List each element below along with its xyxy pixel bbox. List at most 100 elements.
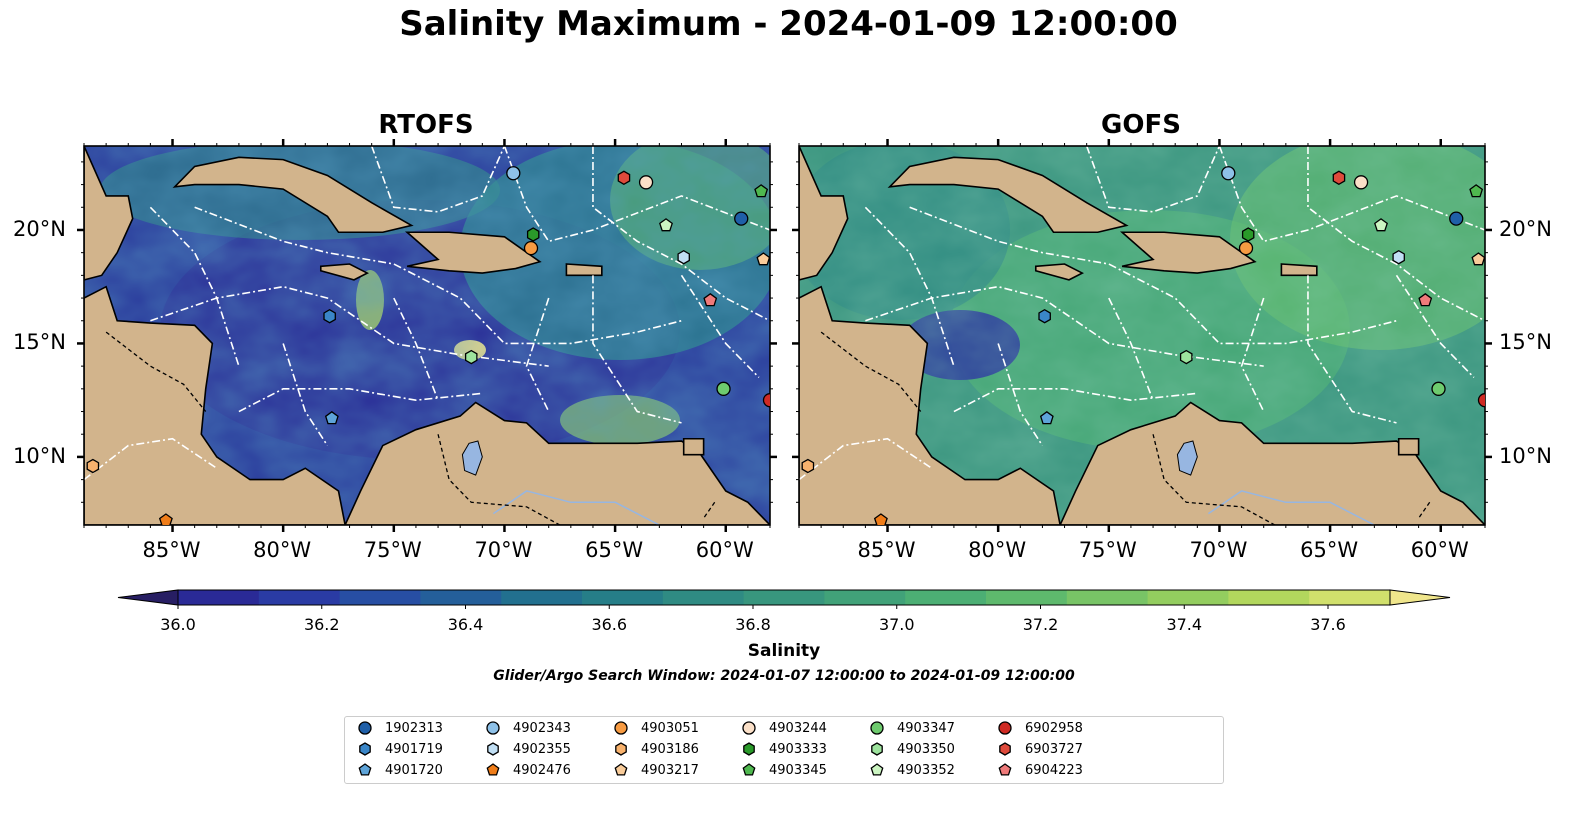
legend-item: 6903727 bbox=[997, 741, 1083, 757]
float-marker-4903350 bbox=[464, 349, 478, 365]
legend-label: 4901720 bbox=[385, 762, 443, 778]
hexagon-marker-icon bbox=[359, 742, 371, 756]
float-marker-4903217 bbox=[756, 252, 770, 266]
circle-marker-icon bbox=[998, 721, 1012, 735]
lat-tick-label: 10°N bbox=[13, 443, 66, 468]
float-marker-6904223 bbox=[703, 292, 718, 307]
lat-tick-label: 10°N bbox=[1499, 443, 1552, 468]
legend-label: 6903727 bbox=[1025, 741, 1083, 757]
colorbar-segment bbox=[1147, 590, 1229, 605]
pentagon-marker-icon bbox=[486, 763, 500, 776]
float-marker-4902355 bbox=[677, 249, 690, 265]
colorbar-tick-label: 37.4 bbox=[1166, 615, 1203, 634]
legend-marker-4903352 bbox=[870, 763, 884, 776]
lon-tick-label: 60°W bbox=[1410, 538, 1469, 562]
legend-item: 4903244 bbox=[741, 720, 827, 736]
circle-marker-icon bbox=[358, 721, 372, 735]
legend-marker-6902958 bbox=[998, 721, 1012, 735]
colorbar-tick-label: 36.6 bbox=[591, 615, 628, 634]
float-marker-4903217 bbox=[1471, 252, 1485, 266]
figure-title: Salinity Maximum - 2024-01-09 12:00:00 bbox=[399, 4, 1178, 44]
lon-tick-label: 60°W bbox=[695, 538, 754, 562]
legend-marker-4902343 bbox=[486, 721, 500, 735]
hexagon-marker-icon bbox=[615, 742, 627, 756]
lat-tick-label: 15°N bbox=[1499, 330, 1552, 355]
legend-item: 4903345 bbox=[741, 762, 827, 778]
lon-tick-label: 85°W bbox=[857, 538, 916, 562]
gofs-map bbox=[799, 146, 1485, 525]
lon-tick-label: 65°W bbox=[1300, 538, 1359, 562]
colorbar-tick-label: 36.0 bbox=[160, 615, 196, 634]
float-marker-4903347 bbox=[1431, 381, 1446, 396]
legend-marker-1902313 bbox=[358, 721, 372, 735]
float-marker-4903244 bbox=[638, 175, 654, 190]
circle-marker-icon bbox=[486, 721, 500, 735]
legend-label: 6902958 bbox=[1025, 720, 1083, 736]
hexagon-marker-icon bbox=[487, 742, 499, 756]
float-marker-4901719 bbox=[323, 308, 336, 324]
colorbar-tick-label: 36.2 bbox=[303, 615, 340, 634]
legend-marker-4903345 bbox=[742, 763, 756, 776]
float-marker-4902476 bbox=[873, 513, 888, 525]
legend-label: 4903350 bbox=[897, 741, 955, 757]
legend-item: 4903350 bbox=[869, 741, 955, 757]
legend-item: 4903333 bbox=[741, 741, 827, 757]
legend-label: 4903217 bbox=[641, 762, 699, 778]
float-marker-4903352 bbox=[1374, 218, 1388, 232]
hexagon-marker-icon bbox=[743, 742, 755, 756]
colorbar-segment bbox=[1066, 590, 1149, 605]
colorbar-segment bbox=[986, 590, 1068, 605]
colorbar-tick-label: 37.2 bbox=[1022, 615, 1059, 634]
pentagon-marker-icon bbox=[614, 763, 628, 776]
float-marker-4903345 bbox=[1469, 184, 1484, 198]
colorbar-segment bbox=[905, 590, 987, 605]
colorbar-label: Salinity bbox=[747, 641, 821, 661]
float-marker-4901720 bbox=[1039, 410, 1054, 425]
legend-label: 4903051 bbox=[641, 720, 699, 736]
legend-label: 1902313 bbox=[385, 720, 443, 736]
panel-title-rtofs: RTOFS bbox=[378, 110, 474, 140]
float-marker-6902958 bbox=[1477, 393, 1485, 408]
float-marker-4903244 bbox=[1353, 175, 1369, 190]
float-marker-4903333 bbox=[1241, 227, 1255, 242]
float-marker-4903347 bbox=[716, 381, 731, 396]
legend-label: 4903352 bbox=[897, 762, 955, 778]
float-marker-4903186 bbox=[86, 458, 100, 474]
legend-item: 4902476 bbox=[485, 762, 571, 778]
lon-tick-label: 85°W bbox=[142, 538, 201, 562]
colorbar-segment bbox=[824, 590, 906, 605]
colorbar-segment bbox=[339, 590, 421, 605]
lon-tick-label: 80°W bbox=[968, 538, 1027, 562]
colorbar-segment bbox=[258, 590, 341, 605]
float-marker-4902343 bbox=[506, 166, 521, 181]
search-window-caption: Glider/Argo Search Window: 2024-01-07 12… bbox=[493, 668, 1075, 684]
legend-label: 4902355 bbox=[513, 741, 571, 757]
legend-label: 6904223 bbox=[1025, 762, 1083, 778]
colorbar-tick-label: 36.4 bbox=[447, 615, 484, 634]
legend-label: 4902343 bbox=[513, 720, 571, 736]
legend-label: 4901719 bbox=[385, 741, 443, 757]
float-marker-1902313 bbox=[734, 211, 749, 226]
float-marker-4902355 bbox=[1392, 249, 1405, 265]
legend-marker-4903333 bbox=[743, 742, 755, 756]
colorbar-segment bbox=[662, 590, 745, 605]
lat-tick-label: 20°N bbox=[1499, 216, 1552, 241]
legend-item: 4903347 bbox=[869, 720, 955, 736]
pentagon-marker-icon bbox=[870, 763, 884, 776]
float-marker-4903051 bbox=[523, 240, 539, 256]
legend-marker-4901720 bbox=[358, 763, 372, 776]
float-marker-1902313 bbox=[1449, 211, 1464, 226]
lat-tick-label: 20°N bbox=[13, 216, 66, 241]
colorbar-segment bbox=[582, 590, 664, 605]
legend-label: 4902476 bbox=[513, 762, 571, 778]
pentagon-marker-icon bbox=[358, 763, 372, 776]
legend-item: 4902343 bbox=[485, 720, 571, 736]
lon-tick-label: 80°W bbox=[253, 538, 312, 562]
float-legend: 1902313 4901719 4901720 4902343 4902355 49024… bbox=[344, 716, 1224, 784]
rtofs-map bbox=[84, 146, 770, 525]
circle-marker-icon bbox=[742, 721, 756, 735]
colorbar-segment bbox=[178, 590, 260, 605]
legend-marker-4901719 bbox=[359, 742, 371, 756]
legend-item: 4903217 bbox=[613, 762, 699, 778]
